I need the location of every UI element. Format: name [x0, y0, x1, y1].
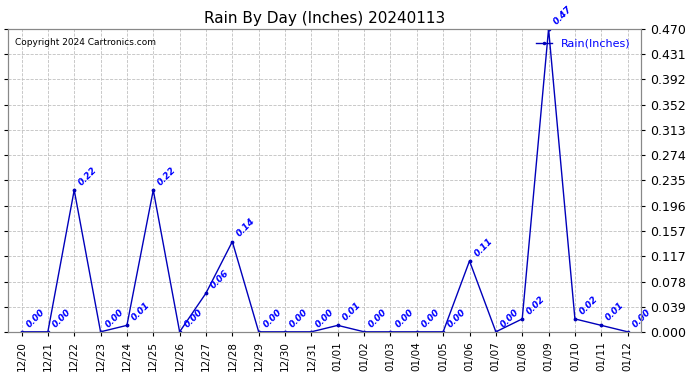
Text: 0.01: 0.01 — [130, 301, 152, 322]
Text: 0.01: 0.01 — [604, 301, 626, 322]
Text: 0.06: 0.06 — [209, 268, 230, 290]
Text: 0.01: 0.01 — [341, 301, 362, 322]
Text: 0.00: 0.00 — [262, 307, 284, 329]
Text: 0.22: 0.22 — [77, 165, 99, 187]
Text: 0.22: 0.22 — [156, 165, 178, 187]
Legend: Rain(Inches): Rain(Inches) — [531, 34, 635, 53]
Text: 0.00: 0.00 — [631, 307, 653, 329]
Text: 0.00: 0.00 — [314, 307, 336, 329]
Text: 0.00: 0.00 — [367, 307, 389, 329]
Title: Rain By Day (Inches) 20240113: Rain By Day (Inches) 20240113 — [204, 11, 445, 26]
Text: 0.00: 0.00 — [446, 307, 468, 329]
Text: 0.00: 0.00 — [499, 307, 521, 329]
Text: Copyright 2024 Cartronics.com: Copyright 2024 Cartronics.com — [14, 38, 156, 47]
Text: 0.00: 0.00 — [50, 307, 72, 329]
Text: 0.00: 0.00 — [182, 307, 204, 329]
Text: 0.00: 0.00 — [288, 307, 310, 329]
Text: 0.14: 0.14 — [235, 217, 257, 239]
Text: 0.47: 0.47 — [551, 4, 573, 26]
Text: 0.00: 0.00 — [24, 307, 46, 329]
Text: 0.02: 0.02 — [525, 294, 547, 316]
Text: 0.00: 0.00 — [420, 307, 442, 329]
Text: 0.00: 0.00 — [393, 307, 415, 329]
Text: 0.00: 0.00 — [104, 307, 126, 329]
Text: 0.11: 0.11 — [472, 236, 494, 258]
Text: 0.02: 0.02 — [578, 294, 600, 316]
